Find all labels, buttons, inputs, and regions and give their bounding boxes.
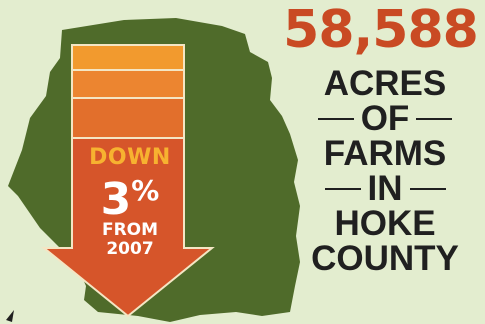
label-line-of: OF — [305, 101, 465, 136]
divider-rule — [317, 117, 354, 120]
label-line-farms: FARMS — [323, 134, 447, 173]
down-arrow — [41, 137, 215, 318]
label-line-hoke: HOKE — [334, 204, 436, 243]
percent-symbol: % — [131, 174, 160, 207]
arrow-band-middle — [71, 69, 185, 99]
from-label: FROM — [101, 220, 159, 240]
direction-label: DOWN — [89, 145, 171, 170]
label-word-of: OF — [360, 99, 410, 138]
divider-rule — [416, 117, 453, 120]
label-line-county: COUNTY — [311, 239, 459, 278]
divider-rule — [324, 187, 361, 190]
label-line-acres: ACRES — [323, 64, 447, 103]
label-line-in: IN — [305, 171, 465, 206]
divider-rule — [409, 187, 446, 190]
arrow-band-top — [71, 44, 185, 71]
change-label: DOWN 3% FROM 2007 — [80, 146, 180, 259]
arrow-band-lower — [71, 97, 185, 139]
percent-value: 3 — [100, 174, 132, 225]
label-word-in: IN — [367, 169, 403, 208]
acres-number: 58,588 — [283, 0, 479, 60]
pointer-fragment-icon — [6, 310, 14, 322]
stat-label: ACRES OF FARMS IN HOKE COUNTY — [305, 66, 465, 276]
baseline-year: 2007 — [106, 239, 154, 259]
percent-change: 3% — [80, 170, 180, 222]
